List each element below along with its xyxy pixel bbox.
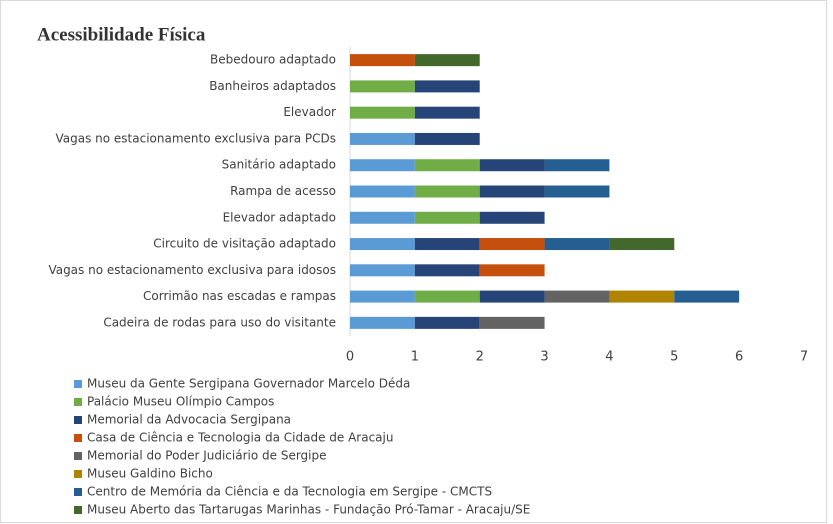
bar-segment (544, 290, 610, 303)
y-tick-label: Banheiros adaptados (209, 79, 336, 93)
y-tick-label: Cadeira de rodas para uso do visitante (103, 315, 336, 329)
bar-segment (479, 264, 545, 277)
y-tick-label: Corrimão nas escadas e rampas (143, 289, 336, 303)
legend-label: Memorial da Advocacia Sergipana (87, 413, 291, 427)
x-tick-label: 5 (670, 350, 678, 365)
y-tick-label: Circuito de visitação adaptado (153, 237, 336, 251)
bar-segment (350, 211, 415, 224)
bar-segment (609, 238, 675, 251)
y-tick-label: Bebedouro adaptado (210, 53, 336, 67)
legend-swatch (74, 470, 82, 478)
bar-segment (544, 238, 610, 251)
legend-label: Museu Galdino Bicho (87, 467, 213, 481)
bar-segment (350, 238, 415, 251)
legend-swatch (74, 488, 82, 496)
y-tick-label: Rampa de acesso (230, 184, 336, 198)
legend-swatch (74, 416, 82, 424)
bar-segment (414, 185, 480, 198)
legend-label: Museu Aberto das Tartarugas Marinhas - F… (87, 503, 530, 517)
bar-segment (350, 316, 415, 329)
bar-segment (350, 185, 415, 198)
x-tick-label: 7 (800, 350, 808, 365)
legend-swatch (74, 452, 82, 460)
legend-label: Palácio Museu Olímpio Campos (87, 395, 274, 409)
bar-segment (414, 54, 480, 67)
legend-label: Casa de Ciência e Tecnologia da Cidade d… (87, 431, 393, 445)
bar-segment (479, 185, 545, 198)
bar-segment (350, 290, 415, 303)
bar-segment (414, 80, 480, 93)
bar-segment (674, 290, 740, 303)
bar-segment (350, 264, 415, 277)
bar-segment (414, 159, 480, 172)
y-tick-label: Elevador (283, 105, 336, 119)
legend-swatch (74, 380, 82, 388)
bar-segment (414, 211, 480, 224)
bar-segment (414, 238, 480, 251)
bar-segment (350, 106, 415, 119)
bar-segment (479, 316, 545, 329)
y-tick-label: Elevador adaptado (223, 210, 336, 224)
y-tick-label: Vagas no estacionamento exclusiva para i… (48, 263, 336, 277)
bar-segment (479, 238, 545, 251)
x-tick-label: 0 (346, 350, 354, 365)
bar-segment (350, 80, 415, 93)
legend-swatch (74, 506, 82, 514)
bar-segment (479, 211, 545, 224)
bar-segment (414, 106, 480, 119)
x-tick-label: 1 (411, 350, 419, 365)
bar-segment (350, 54, 415, 67)
bar-segment (350, 159, 415, 172)
bar-segment (414, 264, 480, 277)
bar-segment (479, 159, 545, 172)
x-tick-label: 2 (476, 350, 484, 365)
legend-swatch (74, 434, 82, 442)
chart-title: Acessibilidade Física (37, 24, 206, 45)
legend-label: Museu da Gente Sergipana Governador Marc… (87, 377, 410, 391)
y-tick-label: Vagas no estacionamento exclusiva para P… (55, 131, 336, 145)
y-tick-label: Sanitário adaptado (222, 158, 336, 172)
legend-label: Memorial do Poder Judiciário de Sergipe (87, 449, 327, 463)
bar-segment (414, 132, 480, 145)
x-tick-label: 3 (540, 350, 548, 365)
bar-segment (544, 159, 610, 172)
bar-segment (609, 290, 675, 303)
bar-segment (414, 316, 480, 329)
bar-segment (479, 290, 545, 303)
bar-segment (544, 185, 610, 198)
bar-segment (350, 132, 415, 145)
legend-label: Centro de Memória da Ciência e da Tecnol… (87, 485, 492, 499)
x-tick-label: 4 (605, 350, 613, 365)
x-tick-label: 6 (735, 350, 743, 365)
bar-segment (414, 290, 480, 303)
legend-swatch (74, 398, 82, 406)
